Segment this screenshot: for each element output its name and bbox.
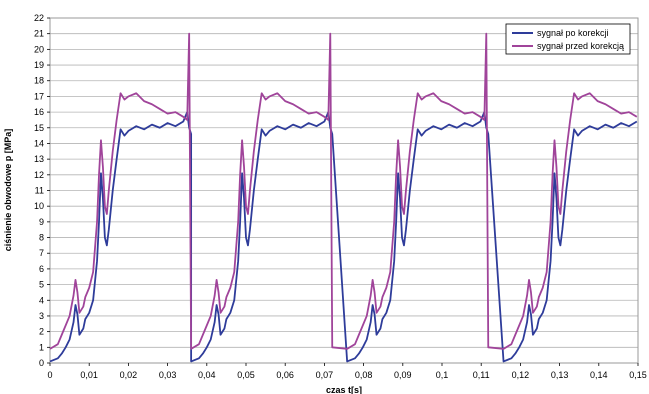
x-tick-label: 0,1 <box>436 370 449 380</box>
x-tick-label: 0,03 <box>159 370 177 380</box>
x-tick-label: 0,06 <box>276 370 294 380</box>
y-tick-label: 15 <box>34 123 44 133</box>
y-tick-label: 4 <box>39 295 44 305</box>
y-tick-label: 22 <box>34 13 44 23</box>
y-tick-label: 0 <box>39 358 44 368</box>
y-tick-label: 20 <box>34 44 44 54</box>
y-tick-label: 2 <box>39 327 44 337</box>
x-tick-label: 0 <box>47 370 52 380</box>
y-tick-label: 16 <box>34 107 44 117</box>
x-tick-label: 0,14 <box>590 370 608 380</box>
y-tick-label: 1 <box>39 342 44 352</box>
y-tick-label: 13 <box>34 154 44 164</box>
series-lines <box>49 32 638 363</box>
x-tick-label: 0,04 <box>198 370 216 380</box>
y-tick-label: 18 <box>34 76 44 86</box>
x-tick-label: 0,05 <box>237 370 255 380</box>
x-tick-label: 0,12 <box>512 370 530 380</box>
y-tick-label: 14 <box>34 138 44 148</box>
x-tick-label: 0,15 <box>629 370 647 380</box>
y-tick-label: 7 <box>39 248 44 258</box>
y-tick-label: 19 <box>34 60 44 70</box>
y-tick-label: 8 <box>39 233 44 243</box>
y-tick-label: 6 <box>39 264 44 274</box>
x-tick-label: 0,11 <box>473 370 490 380</box>
y-tick-label: 11 <box>35 186 44 196</box>
x-axis-title: czas t[s] <box>326 385 362 394</box>
y-tick-label: 3 <box>39 311 44 321</box>
y-tick-label: 12 <box>34 170 44 180</box>
x-tick-label: 0,01 <box>80 370 98 380</box>
y-axis-title: ciśnienie obwodowe p [MPa] <box>3 129 13 252</box>
y-tick-label: 5 <box>39 280 44 290</box>
y-tick-label: 21 <box>34 29 44 39</box>
x-tick-label: 0,07 <box>316 370 334 380</box>
legend-box <box>505 23 631 55</box>
y-tick-label: 10 <box>34 201 44 211</box>
y-tick-label: 9 <box>39 217 44 227</box>
gridlines <box>50 33 638 348</box>
legend: sygnał po korekcji sygnał przed korekcją <box>505 23 631 55</box>
legend-label-przed-korekcja: sygnał przed korekcją <box>537 41 624 51</box>
x-tick-label: 0,09 <box>394 370 412 380</box>
series-line-przed-korekcja <box>49 32 638 350</box>
x-axis-ticks: 0 0,01 0,02 0,03 0,04 0,05 0,06 0,07 0,08 0,09 0,1… <box>47 363 647 380</box>
x-tick-label: 0,08 <box>355 370 373 380</box>
x-tick-label: 0,02 <box>120 370 138 380</box>
x-tick-label: 0,13 <box>551 370 569 380</box>
y-tick-label: 17 <box>34 91 44 101</box>
legend-label-po-korekcji: sygnał po korekcji <box>537 28 609 38</box>
